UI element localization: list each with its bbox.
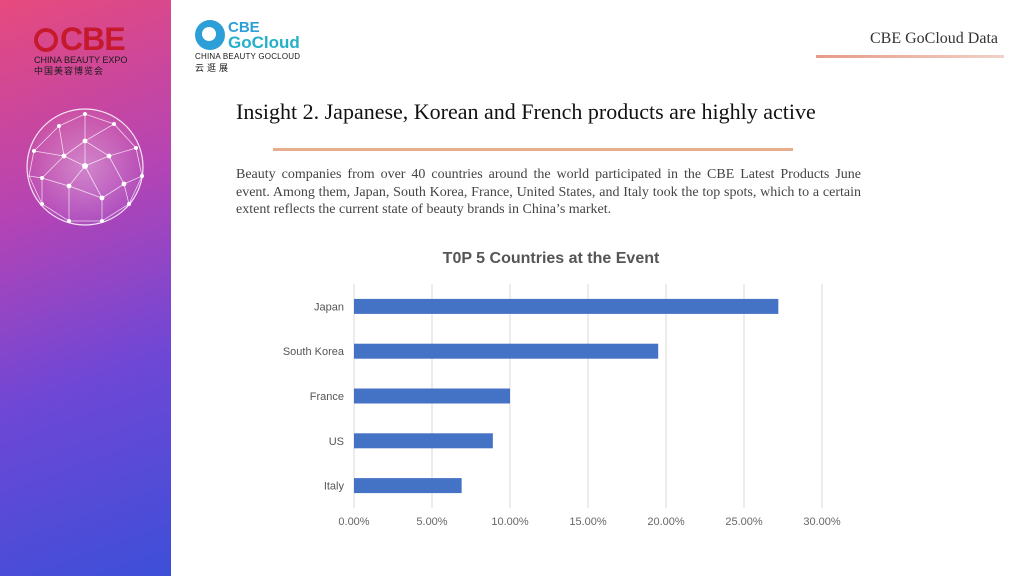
slide-title: Insight 2. Japanese, Korean and French p… — [236, 99, 816, 124]
gocloud-logo-line1: CBE — [228, 19, 260, 36]
header-label: CBE GoCloud Data — [870, 30, 998, 47]
category-label: South Korea — [283, 346, 345, 358]
bar-us — [354, 433, 493, 449]
chart-title: T0P 5 Countries at the Event — [442, 250, 660, 267]
x-tick-label: 25.00% — [725, 516, 763, 528]
x-tick-label: 10.00% — [491, 516, 529, 528]
category-label: US — [329, 436, 344, 448]
bar-chart: T0P 5 Countries at the Event 0.00% 5.00% 1… — [236, 246, 866, 546]
cbe-ring-icon — [34, 28, 58, 52]
x-tick-label: 5.00% — [416, 516, 447, 528]
cbe-logo-subtitle: CHINA BEAUTY EXPO — [34, 55, 128, 65]
gocloud-logo: CBE GoCloud CHINA BEAUTY GOCLOUD 云逛展 — [195, 20, 335, 74]
bar-italy — [354, 478, 462, 494]
gocloud-logo-cn: 云逛展 — [195, 63, 232, 73]
category-label: Italy — [324, 481, 345, 493]
sidebar-gradient: CBE CHINA BEAUTY EXPO 中国美容博览会 — [0, 0, 171, 576]
cloud-icon — [195, 20, 225, 50]
header-accent-line — [816, 55, 1004, 58]
x-tick-label: 0.00% — [338, 516, 369, 528]
bar-france — [354, 388, 510, 404]
x-tick-label: 30.00% — [803, 516, 841, 528]
bar-south-korea — [354, 343, 659, 359]
gocloud-logo-subtitle: CHINA BEAUTY GOCLOUD — [195, 52, 301, 61]
title-divider — [273, 148, 793, 151]
gocloud-logo-line2: GoCloud — [228, 33, 300, 52]
category-label: Japan — [314, 301, 344, 313]
bar-japan — [354, 298, 779, 314]
cbe-logo: CBE CHINA BEAUTY EXPO 中国美容博览会 — [34, 21, 144, 77]
network-globe-icon — [26, 108, 144, 226]
chart-plot: 0.00% 5.00% 10.00% 15.00% 20.00% 25.00% 30.00%… — [283, 284, 841, 528]
x-tick-label: 20.00% — [647, 516, 685, 528]
slide-body-text: Beauty companies from over 40 countries … — [236, 167, 861, 217]
cbe-logo-cn: 中国美容博览会 — [34, 66, 105, 76]
x-tick-label: 15.00% — [569, 516, 607, 528]
cbe-logo-mark: CBE — [60, 21, 126, 57]
category-label: France — [310, 391, 344, 403]
